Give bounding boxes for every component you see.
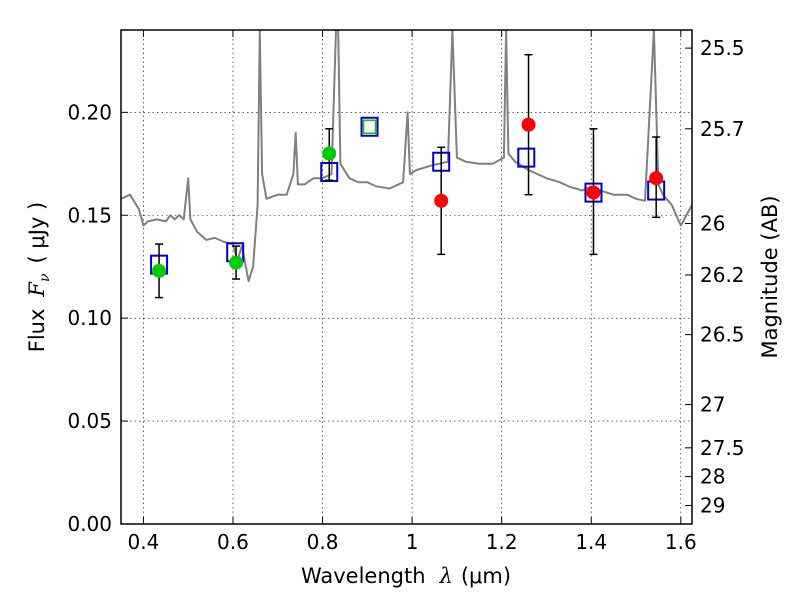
data-point <box>521 117 536 132</box>
plot-area <box>121 30 692 299</box>
data-point <box>649 171 664 186</box>
x-axis-label: Wavelength λ (μm) <box>301 564 511 588</box>
y2-tick-label: 27 <box>700 393 725 417</box>
z-band-square <box>362 119 377 134</box>
x-tick-label: 0.8 <box>307 530 339 554</box>
data-point <box>229 255 244 270</box>
right-axis-label: Magnitude (AB) <box>758 195 782 358</box>
y2-tick-label: 26.2 <box>700 263 745 287</box>
x-tick-label: 1.4 <box>575 530 607 554</box>
data-point <box>322 146 337 161</box>
x-tick-label: 1.6 <box>665 530 697 554</box>
y2-tick-label: 27.5 <box>700 436 745 460</box>
plot-frame <box>120 29 693 525</box>
y-tick-label: 0.15 <box>67 203 112 227</box>
sed-curve <box>121 30 692 283</box>
model-photometry-square <box>517 147 536 168</box>
x-tick-label: 1.2 <box>486 530 518 554</box>
y2-tick-label: 26.5 <box>700 323 745 347</box>
y-tick-label: 0.00 <box>67 512 112 536</box>
y2-tick-label: 26 <box>700 211 725 235</box>
x-tick-label: 0.4 <box>127 530 159 554</box>
data-point <box>434 193 449 208</box>
ticks: 0.4 0.6 0.8 1 1.2 1.4 1.6 0.00 0.05 0.10 0.15 0.20 2… <box>67 30 745 554</box>
y2-tick-label: 28 <box>700 465 725 489</box>
x-tick-label: 0.6 <box>217 530 249 554</box>
y2-tick-label: 25.7 <box>700 117 745 141</box>
y-tick-label: 0.10 <box>67 306 112 330</box>
x-tick-label: 1 <box>406 530 419 554</box>
data-point <box>586 185 601 200</box>
y2-tick-label: 25.5 <box>700 36 745 60</box>
y2-tick-label: 29 <box>700 493 725 517</box>
data-point <box>152 263 167 278</box>
y-tick-label: 0.05 <box>67 409 112 433</box>
y-axis-label: FluxFν( μJy ) <box>25 202 53 352</box>
y-tick-label: 0.20 <box>67 100 112 124</box>
model-photometry-square <box>360 116 379 137</box>
